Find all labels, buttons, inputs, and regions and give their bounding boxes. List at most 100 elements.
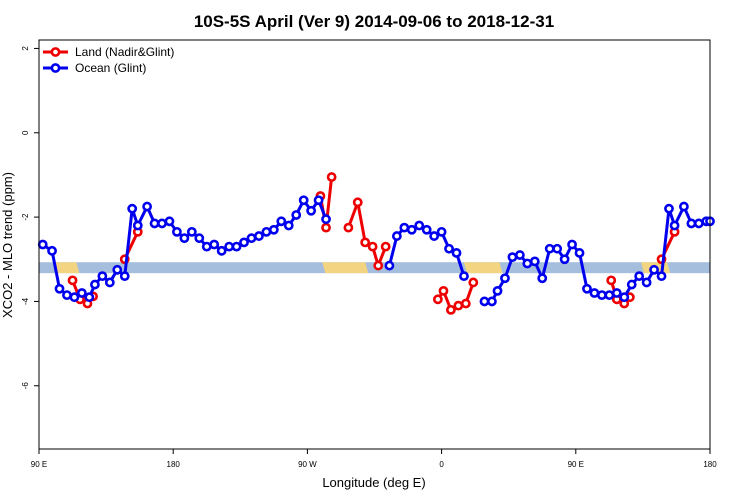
series-1-point-2-27 [679,201,689,212]
series-1-point-2-26 [669,220,680,231]
series-0-point-4-0 [432,294,443,305]
series-0-point-3-1 [352,197,363,208]
series-1-point-2-5 [514,250,525,260]
series-1-point-2-28 [686,218,697,229]
series-1-point-0-31 [268,224,279,235]
series-1-point-1-4 [414,220,425,231]
series-1-point-0-16 [157,218,167,229]
series-1-point-0-12 [127,203,138,214]
series-1-point-0-0 [37,239,48,250]
series-1-point-0-22 [201,241,212,252]
series-0 [67,172,680,315]
series-1-point-2-4 [507,252,518,263]
series-layer [37,172,715,315]
series-0-point-3-3 [367,241,378,252]
series-1-point-0-18 [172,226,182,237]
series-1-point-1-8 [444,243,454,254]
series-1-point-0-17 [164,216,175,227]
series-1-point-2-13 [574,248,585,258]
series-1-point-0-7 [90,279,100,290]
series-1-point-0-29 [254,231,264,241]
series-1-point-2-15 [589,288,600,298]
series-0-point-4-3 [453,300,464,311]
y-axis: 2 0 -2 -4 -6 [21,46,39,390]
legend-item-0: Land (Nadir&Glint) [43,45,174,59]
y-tick-label-2: -2 [21,213,30,221]
series-1-point-0-30 [261,226,272,237]
series-1-point-0-28 [246,233,257,244]
x-tick-label-2: 90 W [298,460,317,469]
series-1-point-0-20 [186,226,197,237]
x-tick-label-4: 90 E [568,460,584,469]
series-1-point-2-23 [649,264,659,275]
series-1-point-1-10 [459,271,469,282]
series-1-point-0-4 [69,292,80,303]
series-1-point-2-29 [693,218,704,229]
series-1-point-0-3 [62,290,72,300]
series-0-point-3-2 [360,237,371,248]
series-1-point-0-25 [224,241,235,252]
series-1-point-1-3 [406,224,417,235]
series-1-point-1-6 [429,231,440,241]
series-1-point-2-0 [479,296,490,307]
x-tick-label-5: 180 [703,460,717,469]
series-1-point-0-37 [313,195,324,206]
y-tick-label-1: 0 [21,130,30,135]
series-0-point-4-2 [446,304,456,315]
series-1-point-0-14 [142,201,153,212]
series-1-point-0-36 [306,205,317,216]
series-1-point-1-5 [421,224,432,235]
series-1-point-2-25 [664,203,674,214]
series-1-point-2-24 [656,271,667,282]
series-1-point-0-27 [239,237,249,248]
x-tick-label-3: 0 [439,460,444,469]
series-1-point-0-23 [209,239,220,250]
series-1-point-2-9 [544,243,555,254]
y-axis-label: XCO2 - MLO trend (ppm) [0,172,15,318]
series-1-point-2-21 [634,271,645,282]
series-1-point-1-2 [399,222,410,233]
plot-frame [38,39,711,450]
series-1-point-0-24 [216,245,227,256]
y-tick-label-3: -4 [21,297,30,305]
series-1-point-2-2 [492,285,503,296]
legend-marker-0 [50,47,61,57]
series-1-point-0-21 [194,233,205,244]
series-1-point-2-14 [582,283,592,294]
series-0-point-0-0 [67,275,78,286]
series-0-point-2-2 [326,172,337,182]
series-1-point-2-6 [522,258,533,269]
series-1-point-1-7 [436,226,447,237]
x-axis: 90 E 180 90 W 0 90 E 180 [31,449,717,469]
series-1-point-0-34 [291,210,302,220]
legend-label-1: Ocean (Glint) [75,61,146,75]
legend: Land (Nadir&Glint) Ocean (Glint) [43,45,174,75]
series-0-point-3-4 [373,260,384,271]
series-1-point-2-1 [487,296,497,307]
series-1-point-0-10 [112,264,123,275]
series-1-point-0-5 [76,288,87,298]
series-1-point-0-19 [179,233,190,244]
chart-title: 10S-5S April (Ver 9) 2014-09-06 to 2018-… [194,12,554,31]
series-1-point-0-6 [84,292,95,303]
series-1-point-0-33 [283,220,294,231]
land-band-0 [53,262,80,274]
series-1-point-0-8 [97,271,108,282]
series-1-point-2-16 [596,290,607,300]
x-axis-label: Longitude (deg E) [322,475,425,490]
series-1-point-1-9 [451,248,462,258]
x-tick-label-0: 90 E [31,460,47,469]
series-1-point-2-17 [604,290,615,300]
series-1 [37,195,715,307]
series-1-point-0-1 [47,245,57,256]
series-1-point-0-15 [149,218,160,229]
series-1-point-0-9 [104,277,115,288]
series-0-point-2-1 [321,222,331,233]
series-0-point-4-4 [460,298,471,309]
y-tick-label-4: -6 [21,382,30,390]
series-1-point-0-11 [119,271,130,282]
series-1-point-2-7 [529,256,540,267]
series-1-point-2-12 [567,239,577,250]
series-1-point-2-11 [559,254,570,265]
